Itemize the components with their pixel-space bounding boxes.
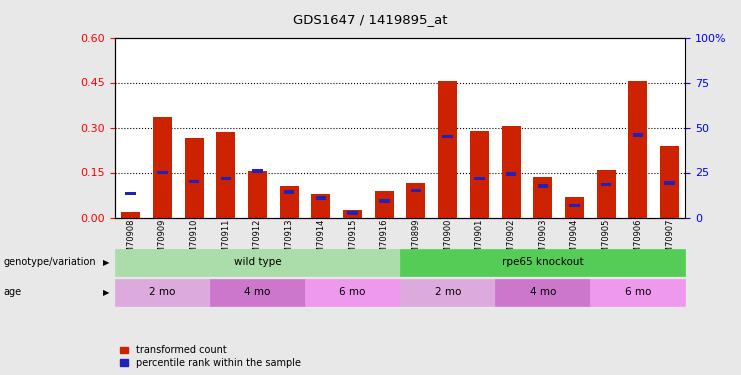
Bar (311, 194, 330, 217)
Bar (216, 132, 236, 218)
Bar (534, 177, 552, 218)
Bar (153, 117, 172, 218)
Text: 4 mo: 4 mo (245, 287, 270, 297)
Bar (569, 204, 579, 207)
Bar (157, 171, 167, 174)
Bar (442, 135, 453, 138)
Bar (537, 184, 548, 188)
Bar (506, 172, 516, 176)
Bar (438, 81, 457, 218)
Bar (125, 192, 136, 195)
Text: 6 mo: 6 mo (339, 287, 366, 297)
Bar (343, 210, 362, 218)
Bar (411, 189, 421, 192)
Bar (633, 133, 643, 137)
Bar (122, 211, 140, 217)
Text: ▶: ▶ (103, 258, 110, 267)
Text: 6 mo: 6 mo (625, 287, 651, 297)
Bar (185, 138, 204, 218)
Bar (248, 171, 267, 217)
Bar (379, 199, 390, 203)
Text: genotype/variation: genotype/variation (4, 257, 96, 267)
Bar (474, 177, 485, 180)
Bar (597, 170, 616, 217)
Bar (375, 190, 393, 217)
Bar (407, 183, 425, 218)
Text: rpe65 knockout: rpe65 knockout (502, 257, 584, 267)
Text: 2 mo: 2 mo (434, 287, 461, 297)
Bar (665, 181, 675, 185)
Bar (565, 196, 584, 217)
Bar (660, 146, 679, 218)
Bar (316, 196, 326, 200)
Bar (470, 130, 489, 218)
Text: wild type: wild type (233, 257, 282, 267)
Text: age: age (4, 287, 21, 297)
Text: GDS1647 / 1419895_at: GDS1647 / 1419895_at (293, 13, 448, 26)
Text: 4 mo: 4 mo (530, 287, 556, 297)
Text: 2 mo: 2 mo (149, 287, 176, 297)
Bar (252, 169, 263, 173)
Bar (279, 186, 299, 218)
Bar (601, 183, 611, 186)
Text: ▶: ▶ (103, 288, 110, 297)
Bar (348, 211, 358, 215)
Bar (284, 190, 294, 194)
Bar (628, 81, 648, 218)
Bar (189, 180, 199, 183)
Legend: transformed count, percentile rank within the sample: transformed count, percentile rank withi… (120, 345, 302, 368)
Bar (221, 177, 231, 180)
Bar (502, 126, 521, 218)
